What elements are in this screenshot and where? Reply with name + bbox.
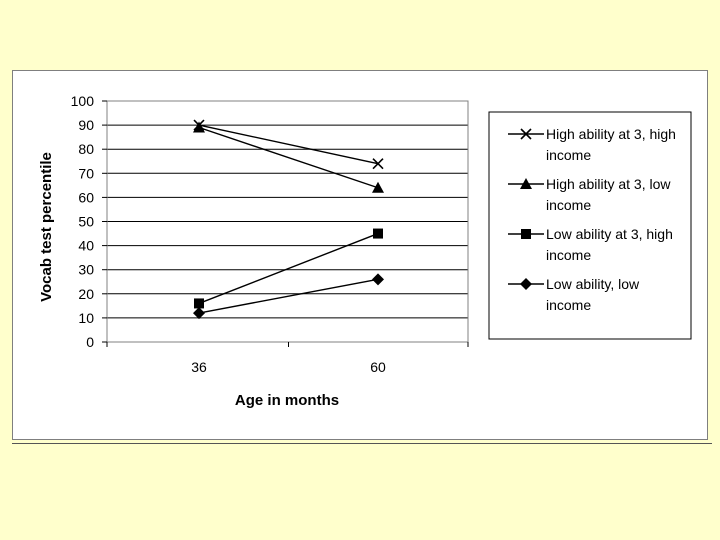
x-tick-label: 60	[370, 359, 386, 375]
y-axis-title: Vocab test percentile	[38, 152, 55, 302]
y-tick-label: 100	[71, 93, 95, 109]
diamond-marker	[193, 307, 205, 320]
square-marker	[194, 298, 204, 309]
x-axis-ticks: 36 60	[106, 342, 469, 375]
x-axis-title: Age in months	[235, 392, 339, 409]
legend-label: Low ability at 3, high	[546, 226, 673, 242]
x-marker	[520, 128, 532, 140]
square-marker	[373, 228, 383, 239]
x-marker-stroke	[372, 158, 384, 170]
square-marker	[521, 229, 531, 239]
series-diamond	[193, 273, 384, 320]
legend-box	[488, 111, 692, 340]
triangle-marker	[520, 178, 532, 189]
legend-item: High ability at 3, low income	[508, 176, 671, 213]
series-line	[198, 126, 379, 189]
legend-item: Low ability, low income	[508, 276, 640, 313]
x-marker	[372, 158, 384, 170]
legend-label: income	[546, 247, 591, 263]
diamond-marker	[372, 273, 384, 286]
y-tick-label: 10	[78, 310, 94, 326]
series-triangle	[193, 121, 384, 193]
series-layer	[193, 119, 384, 320]
legend-label: income	[546, 297, 591, 313]
triangle-marker	[372, 181, 384, 193]
legend-label: Low ability, low	[546, 276, 640, 292]
y-axis-ticks: 0 10 20 30 40 50 60 70 80 90 100	[71, 93, 107, 350]
gridlines	[107, 100, 468, 343]
series-line	[198, 124, 379, 165]
triangle-marker	[193, 121, 205, 133]
divider-line	[12, 443, 712, 444]
series-line	[198, 278, 379, 314]
legend-item: Low ability at 3, high income	[508, 226, 673, 263]
x-tick-label: 36	[191, 359, 207, 375]
y-tick-label: 40	[78, 238, 94, 254]
y-tick-label: 20	[78, 286, 94, 302]
series-line	[198, 232, 379, 305]
series-x	[193, 119, 384, 170]
y-tick-label: 90	[78, 117, 94, 133]
y-tick-label: 80	[78, 141, 94, 157]
diamond-marker	[520, 278, 532, 290]
legend-label: High ability at 3, low	[546, 176, 671, 192]
legend-label: income	[546, 197, 591, 213]
y-tick-label: 60	[78, 189, 94, 205]
legend-item: High ability at 3, high income	[508, 126, 676, 163]
legend-label: High ability at 3, high	[546, 126, 676, 142]
y-tick-label: 70	[78, 165, 94, 181]
legend-label: income	[546, 147, 591, 163]
y-tick-label: 0	[86, 334, 94, 350]
x-marker-stroke	[520, 128, 532, 140]
series-square	[194, 228, 383, 309]
y-tick-label: 30	[78, 262, 94, 278]
y-tick-label: 50	[78, 214, 94, 230]
